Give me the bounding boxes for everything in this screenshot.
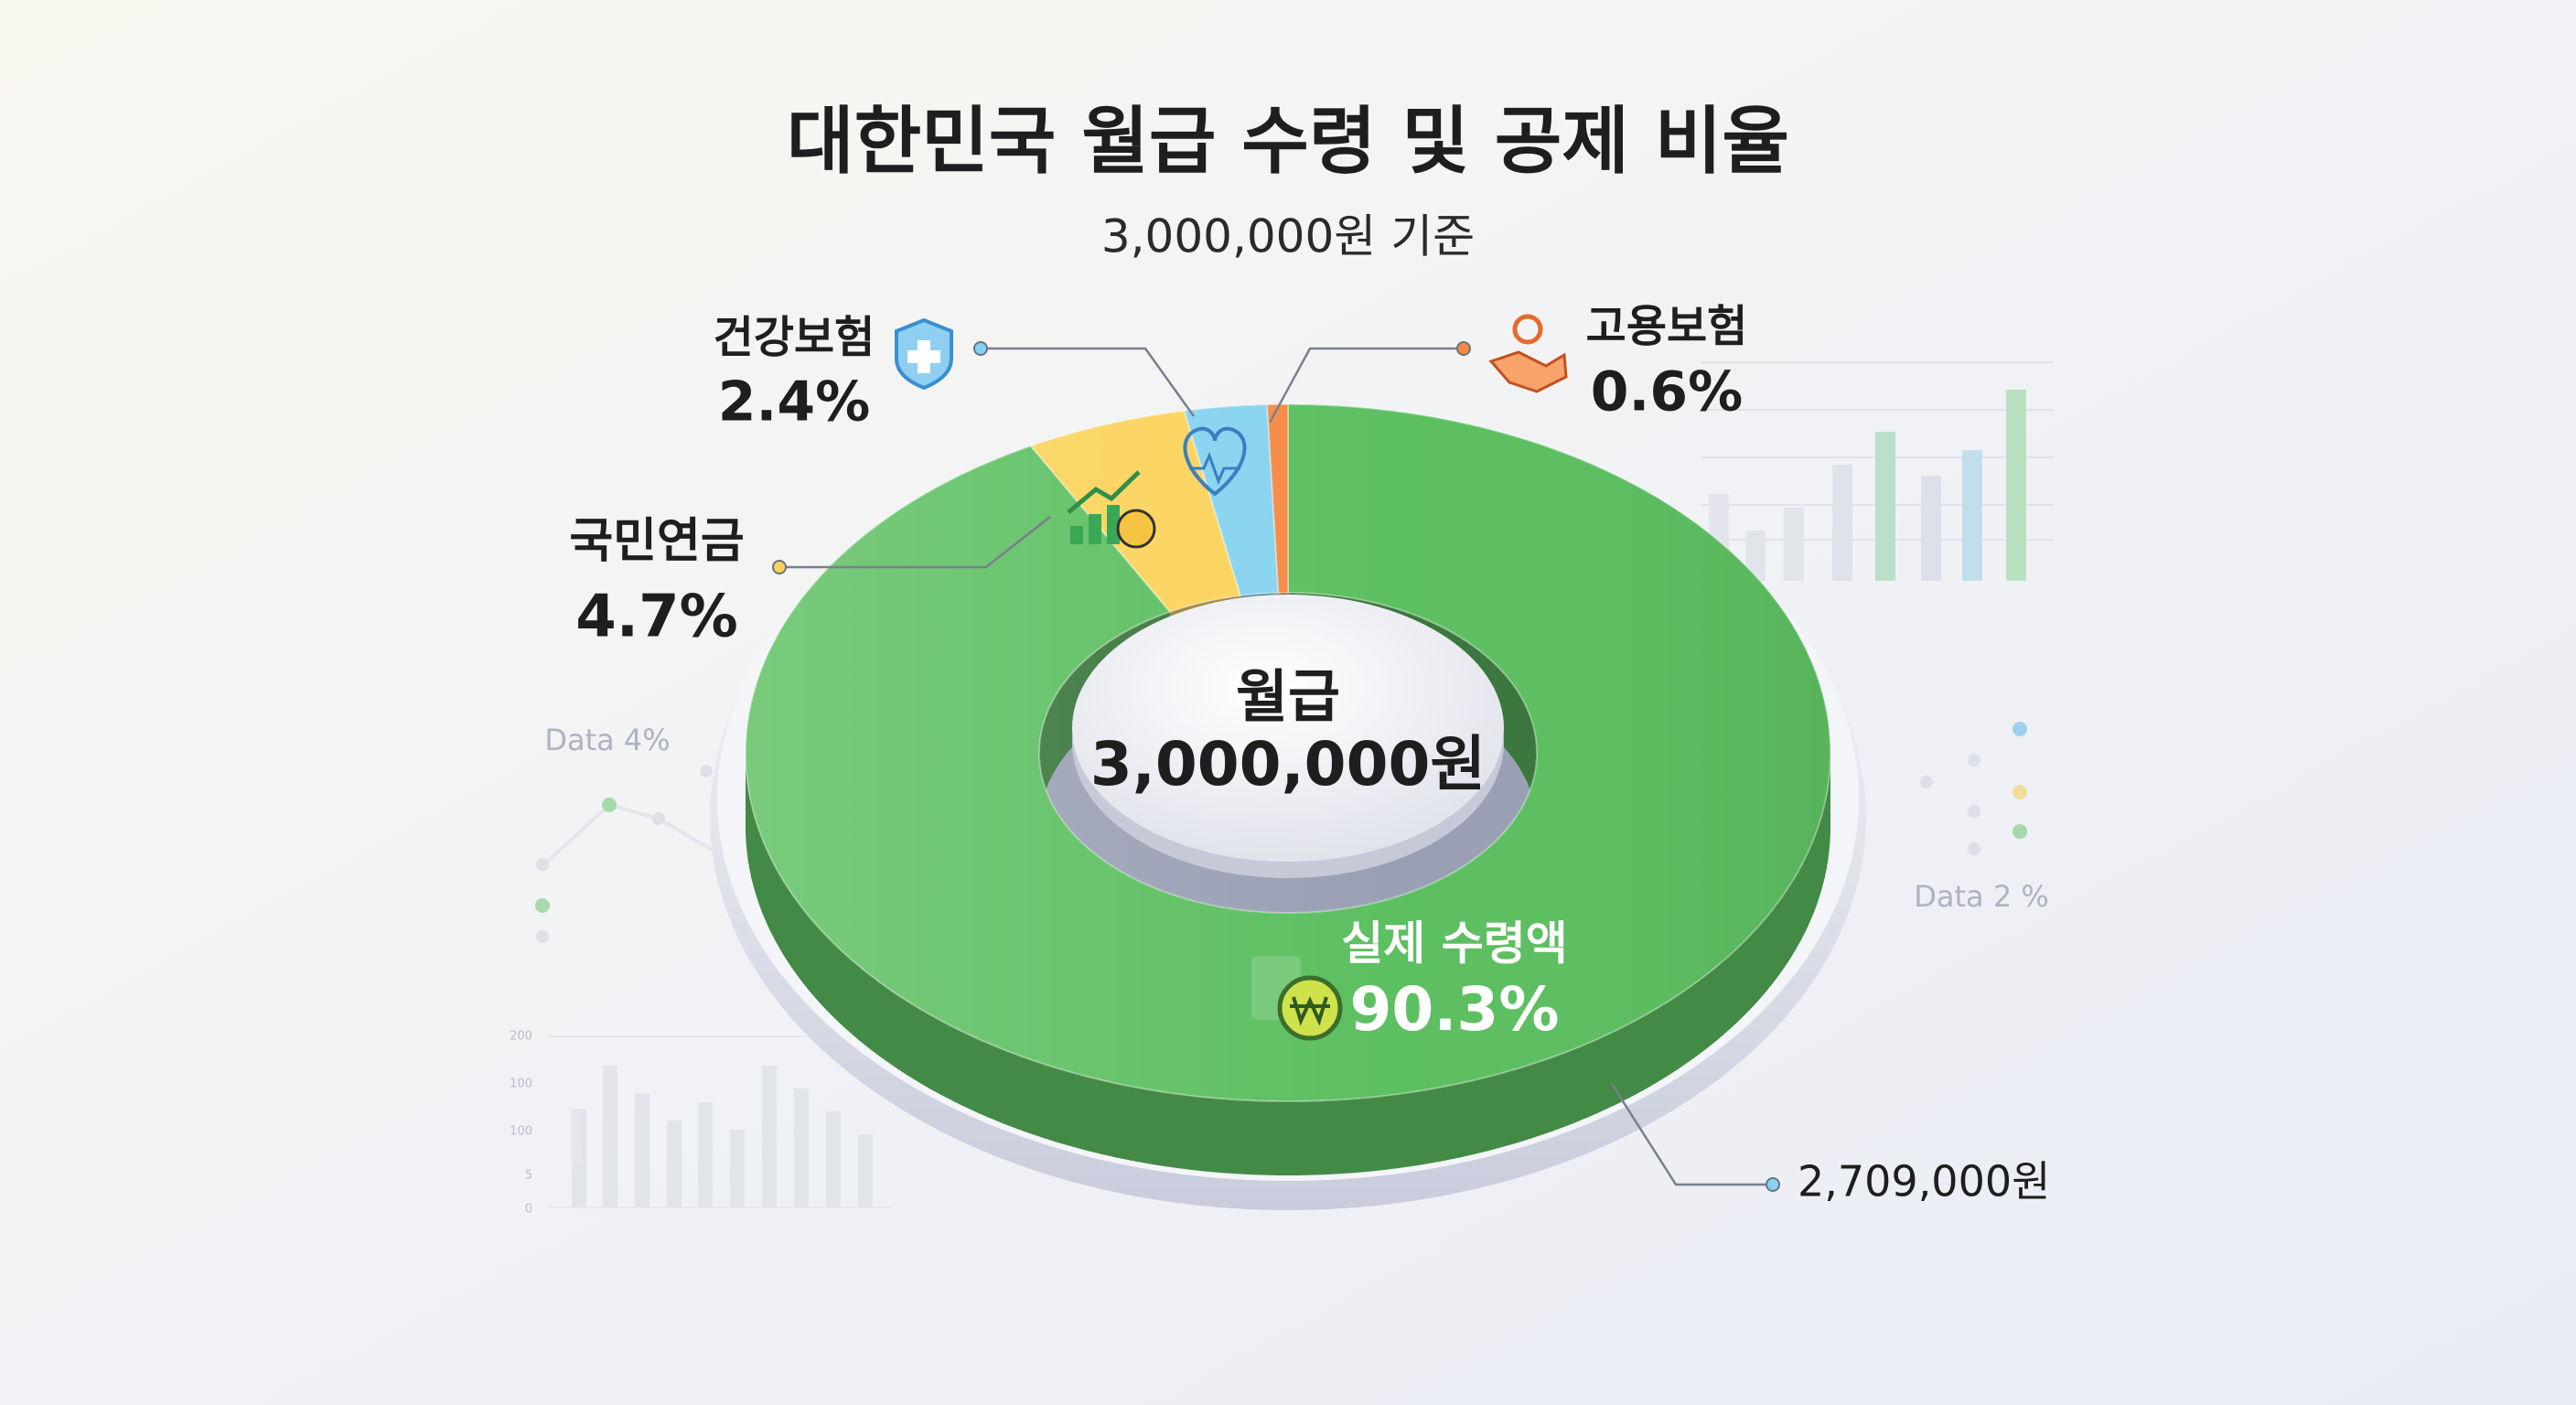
- chart-subtitle: 3,000,000원 기준: [1101, 210, 1475, 263]
- center-disc: [1072, 595, 1504, 862]
- slice-label: 국민연금: [569, 514, 744, 569]
- chart-title: 대한민국 월급 수령 및 공제 비율: [787, 99, 1789, 184]
- slice-label: 실제 수령액: [1341, 917, 1567, 971]
- leader-dot: [1766, 1177, 1780, 1192]
- slice-value-label: 2.4%: [718, 370, 870, 434]
- center-value: 3,000,000원: [1090, 729, 1486, 799]
- growth-icon: [1067, 470, 1156, 549]
- annotation: 2,709,000원: [1798, 1157, 2050, 1207]
- leader-line: [779, 516, 1051, 569]
- decoration-tick: 100: [510, 1078, 532, 1091]
- decoration-tick: 200: [510, 1030, 532, 1044]
- coin-icon: [1251, 956, 1343, 1041]
- leader-dot: [772, 560, 787, 574]
- leader-dot: [1456, 341, 1471, 356]
- center-label: 월급: [1236, 663, 1340, 730]
- leader-line: [1610, 1083, 1770, 1186]
- decoration-tick: 0: [525, 1203, 532, 1217]
- leader-dot: [973, 341, 988, 356]
- decoration-tick: 100: [510, 1125, 532, 1139]
- heart-icon: [1183, 426, 1247, 497]
- handshake-icon: [1488, 314, 1568, 393]
- slice-value-label: 4.7%: [575, 584, 738, 651]
- decoration-text: Data 2 %: [1914, 879, 2049, 914]
- decoration-tick: 5: [525, 1169, 532, 1183]
- leader-line: [1268, 347, 1464, 424]
- decoration-text: Data 4%: [544, 723, 670, 757]
- slice-value-label: 0.6%: [1591, 360, 1743, 424]
- shield-icon: [895, 317, 953, 391]
- slice-label: 건강보험: [714, 312, 875, 363]
- leader-line: [981, 347, 1196, 417]
- slice-label: 고용보험: [1586, 301, 1748, 352]
- slice-value-label: 90.3%: [1350, 974, 1560, 1045]
